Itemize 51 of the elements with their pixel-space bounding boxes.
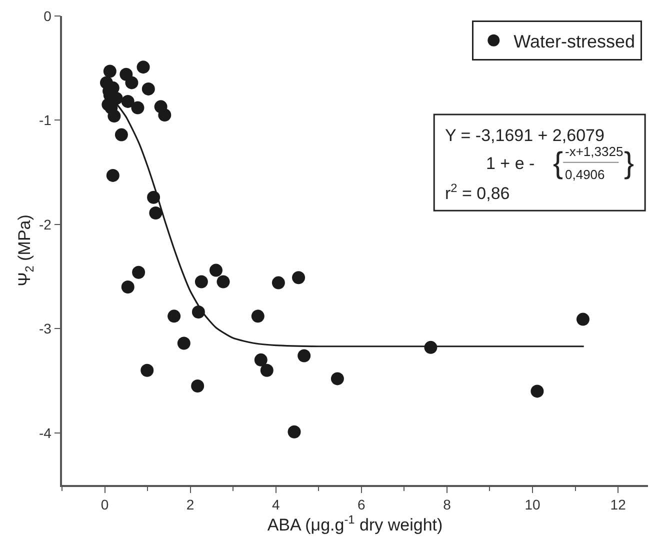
point — [216, 275, 230, 288]
point — [131, 101, 144, 114]
point — [209, 264, 222, 277]
annotation: } — [624, 147, 634, 180]
point — [177, 336, 190, 350]
y-tick-label: -4 — [38, 424, 52, 441]
x-tick-label: 12 — [610, 496, 626, 513]
annotation: 1 + e - — [486, 154, 535, 173]
point — [140, 364, 154, 377]
point — [108, 110, 121, 123]
annotation: { — [553, 147, 564, 180]
point — [136, 60, 150, 74]
x-tick-label: 10 — [524, 496, 541, 513]
annotation: Y = -3,1691 + 2,6079 — [445, 126, 604, 145]
x-tick-label: 4 — [272, 496, 280, 513]
point — [121, 94, 134, 108]
point — [272, 276, 285, 290]
point — [132, 266, 146, 279]
y-tick-label: 0 — [44, 8, 52, 24]
point — [191, 379, 204, 392]
x-tick-label: 8 — [443, 496, 452, 513]
point — [254, 353, 268, 366]
point — [106, 168, 120, 182]
point — [142, 82, 155, 96]
point — [121, 280, 134, 294]
point — [149, 206, 162, 220]
point — [288, 425, 301, 438]
point — [114, 128, 128, 142]
legend-label: Water-stressed — [514, 31, 635, 52]
point — [194, 275, 208, 288]
point — [530, 384, 544, 398]
x-tick-label: 2 — [186, 496, 194, 513]
y-tick-label: -3 — [38, 320, 52, 337]
point — [251, 310, 264, 323]
point — [298, 349, 311, 362]
point — [260, 364, 274, 377]
x-axis-title: ABA (μg.g$^{-1}$ dry weight) — [267, 512, 443, 535]
point — [576, 312, 590, 326]
point — [168, 310, 181, 323]
y-tick-label: -1 — [38, 112, 52, 128]
x-tick-label: 0 — [100, 496, 109, 513]
annotation: 0,4906 — [565, 167, 605, 182]
point — [125, 76, 138, 90]
annotation: r$^{2}$ = 0,86 — [445, 181, 510, 204]
point — [158, 108, 172, 122]
annotation: -x+1,3325 — [565, 144, 624, 159]
point — [330, 372, 344, 386]
x-tick-label: 6 — [358, 496, 366, 513]
y-tick-label: -2 — [38, 216, 52, 232]
point — [292, 271, 306, 284]
point — [103, 64, 116, 78]
